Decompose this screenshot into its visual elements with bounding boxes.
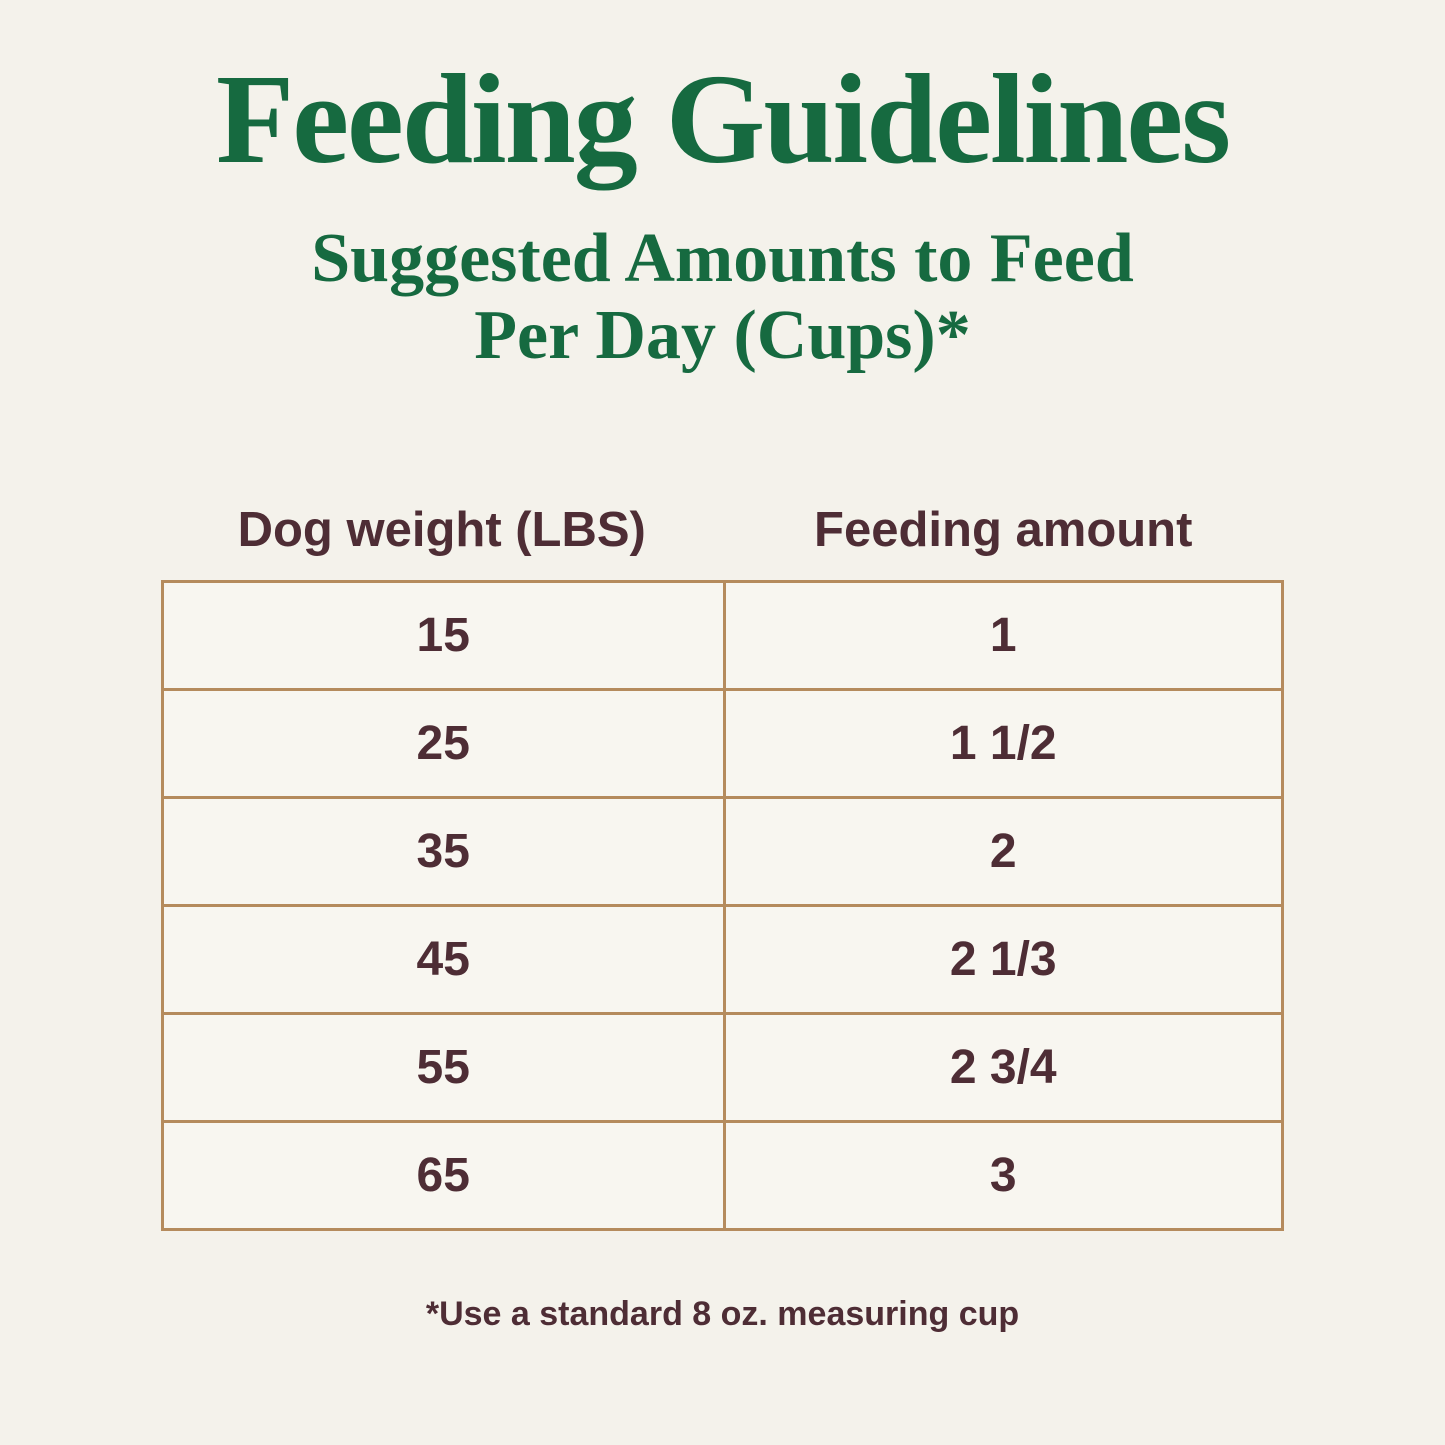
table-row: 45 2 1/3	[164, 904, 1282, 1013]
subtitle-line-2: Per Day (Cups)*	[474, 297, 971, 375]
table-row: 55 2 3/4	[164, 1012, 1282, 1121]
page-subtitle: Suggested Amounts to Feed Per Day (Cups)…	[0, 220, 1445, 374]
dog-weight-cell: 15	[416, 609, 470, 663]
feeding-amount-cell: 2	[722, 799, 1282, 905]
feeding-amount-cell: 2 3/4	[722, 1015, 1282, 1121]
table-row: 15 1	[164, 583, 1282, 689]
dog-weight-cell: 35	[416, 825, 470, 879]
footnote: *Use a standard 8 oz. measuring cup	[425, 1295, 1020, 1334]
page-title: Feeding Guidelines	[216, 48, 1231, 190]
feeding-amount-cell: 1	[722, 583, 1282, 689]
dog-weight-cell: 65	[416, 1149, 470, 1203]
column-header-dog-weight: Dog weight (LBS)	[237, 503, 646, 558]
feeding-table: 15 1 25 1 1/2 35 2 45 2 1/3 55 2 3/4 65 …	[161, 580, 1284, 1232]
table-row: 25 1 1/2	[164, 688, 1282, 797]
table-area: Dog weight (LBS) Feeding amount 15 1 25 …	[161, 502, 1284, 1232]
subtitle-line-1: Suggested Amounts to Feed	[311, 220, 1134, 298]
feeding-amount-cell: 1 1/2	[722, 691, 1282, 797]
table-row: 65 3	[164, 1120, 1282, 1229]
feeding-amount-cell: 2 1/3	[722, 907, 1282, 1013]
dog-weight-cell: 25	[416, 717, 470, 771]
dog-weight-cell: 45	[416, 933, 470, 987]
feeding-amount-cell: 3	[722, 1123, 1282, 1229]
dog-weight-cell: 55	[416, 1041, 470, 1095]
table-column-headers: Dog weight (LBS) Feeding amount	[161, 502, 1284, 558]
column-header-feeding-amount: Feeding amount	[814, 503, 1193, 558]
table-row: 35 2	[164, 796, 1282, 905]
